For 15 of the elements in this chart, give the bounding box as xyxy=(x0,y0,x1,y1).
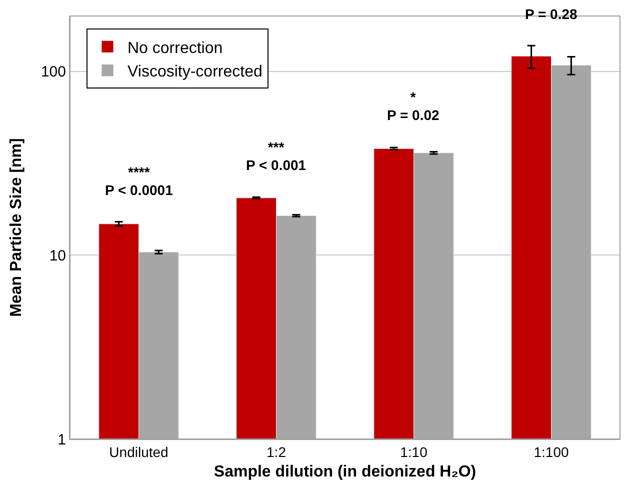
x-tick-label: 1:2 xyxy=(266,444,286,460)
y-tick-label: 1 xyxy=(58,431,66,448)
y-tick-label: 100 xyxy=(40,64,66,81)
legend-label: Viscosity-corrected xyxy=(128,64,262,81)
annotation: **** P < 0.0001 xyxy=(105,164,174,198)
annotation: * P = 0.02 xyxy=(387,89,440,124)
x-tick-label: Undiluted xyxy=(109,444,168,460)
annotation: P = 0.28 xyxy=(525,6,578,22)
annotation: *** P < 0.001 xyxy=(246,139,306,174)
legend-label: No correction xyxy=(128,40,223,57)
x-tick-label: 1:10 xyxy=(400,444,428,460)
x-axis-title: Sample dilution (in deionized H₂O) xyxy=(214,464,476,480)
y-axis-title: Mean Particle Size [nm] xyxy=(8,138,25,317)
y-tick-label: 10 xyxy=(49,247,66,264)
x-tick-label: 1:100 xyxy=(534,444,569,460)
